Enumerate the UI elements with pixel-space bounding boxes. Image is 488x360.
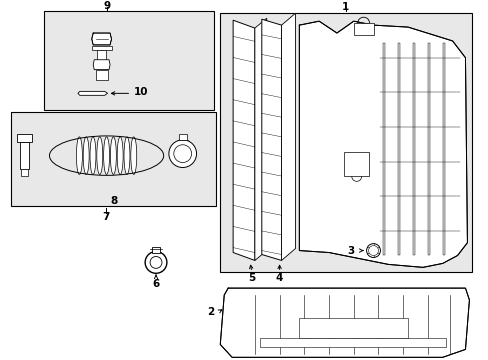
Polygon shape: [92, 33, 111, 45]
Polygon shape: [20, 170, 28, 176]
Ellipse shape: [124, 137, 130, 175]
Circle shape: [150, 256, 162, 268]
Polygon shape: [383, 43, 385, 256]
Text: 9: 9: [103, 1, 110, 12]
Circle shape: [168, 140, 196, 167]
Polygon shape: [343, 152, 368, 176]
Ellipse shape: [117, 137, 123, 175]
Ellipse shape: [83, 137, 89, 175]
Ellipse shape: [76, 137, 82, 175]
Polygon shape: [179, 134, 186, 140]
Text: 7: 7: [102, 212, 109, 222]
Bar: [220, 13, 471, 272]
Ellipse shape: [90, 137, 96, 175]
Ellipse shape: [110, 137, 116, 175]
Text: 2: 2: [206, 307, 214, 317]
Ellipse shape: [103, 137, 109, 175]
Polygon shape: [93, 60, 110, 69]
Circle shape: [366, 244, 380, 257]
Polygon shape: [152, 247, 160, 252]
Polygon shape: [220, 288, 468, 357]
Ellipse shape: [97, 137, 102, 175]
Polygon shape: [20, 142, 29, 170]
Circle shape: [145, 252, 166, 273]
Polygon shape: [353, 23, 373, 35]
Text: 5: 5: [248, 273, 255, 283]
Bar: [11, 112, 216, 206]
Circle shape: [173, 145, 191, 163]
Polygon shape: [427, 43, 429, 256]
Polygon shape: [397, 43, 399, 256]
Polygon shape: [412, 43, 414, 256]
Polygon shape: [254, 18, 266, 260]
Polygon shape: [97, 50, 106, 68]
Polygon shape: [233, 20, 254, 260]
Polygon shape: [17, 134, 32, 142]
Ellipse shape: [130, 137, 137, 175]
Polygon shape: [299, 318, 407, 338]
Text: 10: 10: [134, 87, 148, 97]
Text: 3: 3: [346, 246, 354, 256]
Polygon shape: [78, 91, 107, 95]
Polygon shape: [442, 43, 444, 256]
Text: 1: 1: [342, 2, 349, 12]
Bar: [44, 11, 214, 110]
Polygon shape: [92, 46, 111, 50]
Polygon shape: [261, 19, 281, 260]
Polygon shape: [259, 338, 445, 347]
Circle shape: [368, 246, 378, 256]
Text: 6: 6: [152, 279, 159, 289]
Polygon shape: [96, 69, 107, 80]
Text: 4: 4: [275, 273, 283, 283]
Text: 8: 8: [110, 196, 117, 206]
Polygon shape: [299, 21, 467, 267]
Polygon shape: [281, 13, 295, 260]
